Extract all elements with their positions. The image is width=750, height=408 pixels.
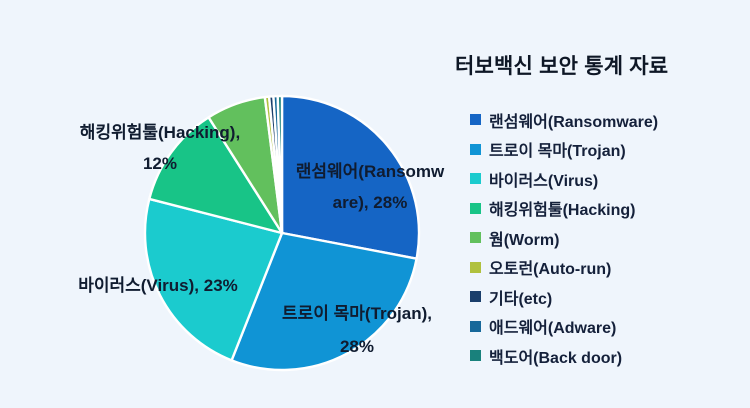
pie-slice-3: [148, 116, 284, 235]
legend-swatch-icon: [470, 173, 481, 185]
legend-label: 애드웨어(Adware): [489, 320, 617, 338]
legend-item-3: 해킹위험툴(Hacking): [470, 194, 658, 224]
legend-label: 기타(etc): [489, 290, 553, 308]
legend-swatch-icon: [470, 320, 481, 332]
legend-item-0: 랜섬웨어(Ransomware): [470, 105, 658, 135]
chart-title: 터보백신 보안 통계 자료: [455, 55, 669, 78]
legend-item-1: 트로이 목마(Trojan): [470, 135, 658, 165]
legend-swatch-icon: [470, 291, 481, 303]
legend-label: 오토런(Auto-run): [489, 261, 612, 279]
legend-swatch-icon: [470, 143, 481, 155]
legend-label: 바이러스(Virus): [489, 172, 599, 190]
legend-label: 백도어(Back door): [489, 349, 623, 367]
legend-label: 웜(Worm): [489, 231, 560, 249]
pie-slice-0: [280, 94, 421, 260]
legend-item-5: 오토런(Auto-run): [470, 253, 658, 283]
legend-swatch-icon: [470, 114, 481, 126]
legend-item-7: 애드웨어(Adware): [470, 312, 658, 342]
legend-label: 해킹위험툴(Hacking): [489, 202, 636, 220]
legend-item-4: 웜(Worm): [470, 223, 658, 253]
legend-item-2: 바이러스(Virus): [470, 164, 658, 194]
chart-legend: 랜섬웨어(Ransomware) 트로이 목마(Trojan) 바이러스(Virus…: [470, 105, 658, 371]
legend-swatch-icon: [470, 202, 481, 214]
legend-swatch-icon: [470, 232, 481, 244]
legend-swatch-icon: [470, 261, 481, 273]
legend-item-6: 기타(etc): [470, 282, 658, 312]
pie-slice-1: [230, 231, 418, 372]
legend-swatch-icon: [470, 350, 481, 362]
pie-slice-8: [276, 94, 284, 235]
legend-label: 트로이 목마(Trojan): [489, 143, 626, 161]
legend-label: 랜섬웨어(Ransomware): [489, 113, 659, 131]
pie-slice-2: [143, 197, 284, 362]
legend-item-8: 백도어(Back door): [470, 341, 658, 371]
